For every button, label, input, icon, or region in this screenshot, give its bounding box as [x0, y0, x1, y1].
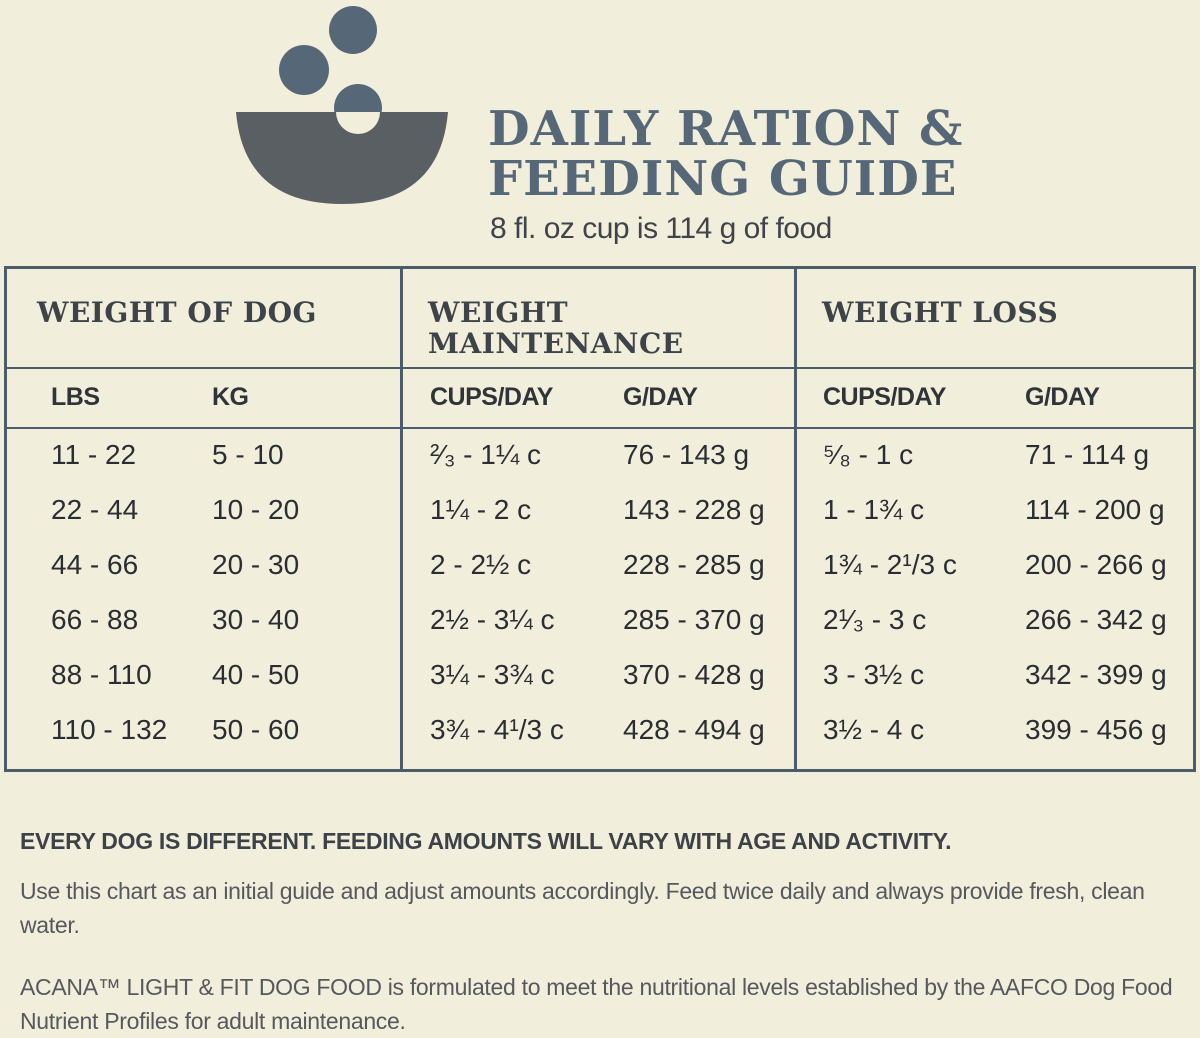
- table-divider: [400, 269, 403, 769]
- cell-maintenance-grams: 143 - 228 g: [623, 494, 765, 525]
- title-line-2: FEEDING GUIDE: [488, 151, 958, 207]
- food-bowl-logo-icon: [236, 6, 448, 204]
- table-divider: [794, 269, 797, 769]
- column-header-maintenance-cups: CUPS/DAY: [430, 383, 553, 411]
- cell-loss-cups: 3 - 3½ c: [823, 659, 925, 690]
- cup-size-note: 8 fl. oz cup is 114 g of food: [490, 212, 832, 245]
- cell-maintenance-cups: 2 - 2½ c: [430, 549, 532, 580]
- cell-maintenance-cups: 1¼ - 2 c: [430, 494, 532, 525]
- cell-maintenance-grams: 370 - 428 g: [623, 659, 765, 690]
- column-header-maintenance-grams: G/DAY: [623, 383, 698, 411]
- cell-loss-cups: 3½ - 4 c: [823, 714, 925, 745]
- usage-note: Use this chart as an initial guide and a…: [20, 878, 1145, 938]
- column-header-kg: KG: [212, 383, 249, 411]
- cell-kg: 30 - 40: [212, 604, 300, 635]
- cell-loss-grams: 200 - 266 g: [1025, 549, 1167, 580]
- cell-loss-cups: 1¾ - 2¹/3 c: [823, 549, 957, 580]
- title-line-1: DAILY RATION &: [488, 101, 964, 157]
- cell-kg: 50 - 60: [212, 714, 300, 745]
- feeding-table: WEIGHT OF DOG WEIGHT MAINTENANCE WEIGHT …: [4, 266, 1196, 772]
- kibble-ball-icon: [279, 45, 329, 95]
- cell-loss-grams: 71 - 114 g: [1025, 439, 1150, 470]
- cell-kg: 5 - 10: [212, 439, 284, 470]
- kibble-ball-icon: [329, 6, 377, 54]
- aafco-disclaimer: ACANA™ LIGHT & FIT DOG FOOD is formulate…: [20, 974, 1173, 1034]
- table-divider: [7, 427, 1193, 429]
- cell-maintenance-grams: 285 - 370 g: [623, 604, 765, 635]
- cell-lbs: 66 - 88: [51, 604, 139, 635]
- cell-lbs: 22 - 44: [51, 494, 139, 525]
- cell-loss-grams: 399 - 456 g: [1025, 714, 1167, 745]
- cell-loss-cups: ⁵⁄₈ - 1 c: [823, 439, 914, 470]
- column-header-loss-cups: CUPS/DAY: [823, 383, 946, 411]
- group-heading-weight-loss: WEIGHT LOSS: [822, 296, 1059, 329]
- cell-loss-cups: 2¹⁄₃ - 3 c: [823, 604, 927, 635]
- table-divider: [7, 367, 1193, 369]
- cell-loss-grams: 114 - 200 g: [1025, 494, 1165, 525]
- cell-maintenance-grams: 76 - 143 g: [623, 439, 750, 470]
- cell-maintenance-cups: 3¾ - 4¹/3 c: [430, 714, 564, 745]
- page-title: DAILY RATION & FEEDING GUIDE: [488, 104, 963, 204]
- cell-maintenance-cups: ²⁄₃ - 1¼ c: [430, 439, 541, 470]
- cell-kg: 20 - 30: [212, 549, 300, 580]
- cell-maintenance-cups: 3¼ - 3¾ c: [430, 659, 555, 690]
- cell-kg: 10 - 20: [212, 494, 300, 525]
- bowl-icon: [236, 112, 448, 204]
- cell-loss-cups: 1 - 1¾ c: [823, 494, 925, 525]
- cell-lbs: 11 - 22: [51, 439, 137, 470]
- column-header-lbs: LBS: [51, 383, 100, 411]
- cell-maintenance-grams: 428 - 494 g: [623, 714, 765, 745]
- column-header-loss-grams: G/DAY: [1025, 383, 1100, 411]
- notice-headline: EVERY DOG IS DIFFERENT. FEEDING AMOUNTS …: [20, 828, 952, 854]
- group-heading-weight-maintenance: WEIGHT MAINTENANCE: [428, 296, 684, 360]
- cell-loss-grams: 342 - 399 g: [1025, 659, 1167, 690]
- cell-lbs: 44 - 66: [51, 549, 139, 580]
- cell-lbs: 110 - 132: [51, 714, 168, 745]
- cell-maintenance-cups: 2½ - 3¼ c: [430, 604, 555, 635]
- cell-kg: 40 - 50: [212, 659, 300, 690]
- cell-lbs: 88 - 110: [51, 659, 152, 690]
- group-heading-weight-of-dog: WEIGHT OF DOG: [37, 296, 317, 329]
- cell-maintenance-grams: 228 - 285 g: [623, 549, 765, 580]
- cell-loss-grams: 266 - 342 g: [1025, 604, 1167, 635]
